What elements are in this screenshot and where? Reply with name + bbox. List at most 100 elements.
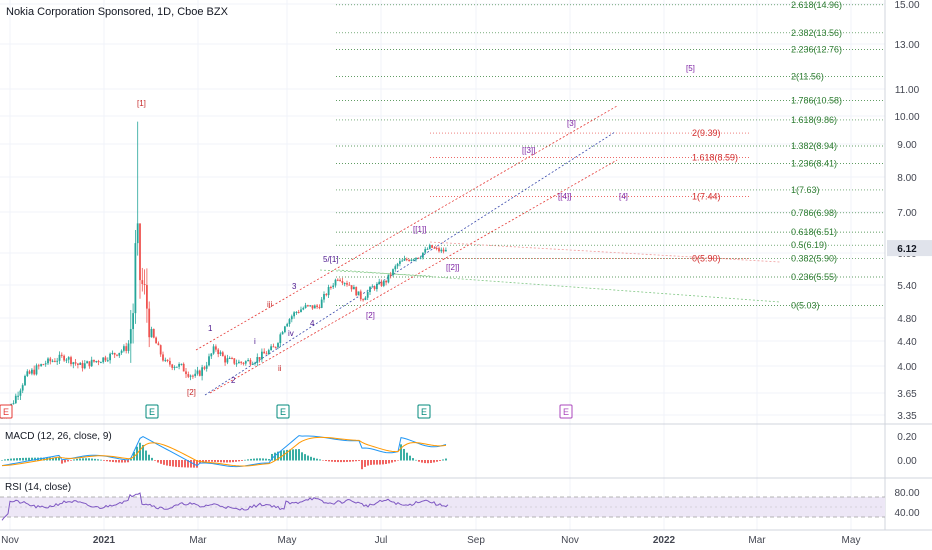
candle-body xyxy=(318,307,321,309)
candle-body xyxy=(221,352,224,357)
earnings-marker xyxy=(559,404,573,419)
candle-body xyxy=(169,360,171,365)
candle-body xyxy=(125,346,128,351)
candle-body xyxy=(240,361,243,363)
candle-body xyxy=(382,280,385,286)
earnings-marker-label: E xyxy=(3,407,9,417)
candle-body xyxy=(412,259,415,261)
fib-green-label: 1.786(10.58) xyxy=(791,95,842,105)
candle-body xyxy=(343,283,346,285)
candle-body xyxy=(120,350,123,353)
price-tick-label: 13.00 xyxy=(894,40,919,51)
candle-body xyxy=(51,360,54,362)
candle-body xyxy=(111,352,114,354)
macd-histogram-bar xyxy=(307,455,309,461)
candle-body xyxy=(178,364,180,367)
candle-body xyxy=(327,286,330,296)
macd-histogram-bar xyxy=(88,458,90,461)
candle-body xyxy=(19,390,22,396)
macd-histogram-bar xyxy=(361,460,363,470)
macd-histogram-bar xyxy=(292,449,294,461)
candle-body xyxy=(355,287,358,296)
candle-body xyxy=(109,353,111,361)
candle-body xyxy=(219,352,222,355)
time-tick-label: 2022 xyxy=(653,535,676,546)
macd-histogram-bar xyxy=(295,449,297,461)
candle-body xyxy=(72,362,75,365)
time-tick-label: Nov xyxy=(561,535,579,546)
candle-body xyxy=(60,354,63,356)
macd-histogram-bar xyxy=(247,459,249,461)
candle-body xyxy=(17,395,19,397)
candle-body xyxy=(431,244,433,248)
macd-histogram-bar xyxy=(373,460,375,465)
candle-body xyxy=(123,346,125,351)
candle-body xyxy=(244,361,247,364)
candle-body xyxy=(132,313,134,330)
macd-histogram-bar xyxy=(340,460,342,463)
channel-upper xyxy=(195,105,618,351)
macd-histogram-bar xyxy=(433,460,435,463)
macd-histogram-bar xyxy=(250,458,252,461)
macd-histogram-bar xyxy=(43,457,45,461)
macd-histogram-bar xyxy=(169,460,171,467)
candle-body xyxy=(293,312,295,317)
macd-histogram-bar xyxy=(94,458,96,461)
candle-body xyxy=(136,223,139,244)
wave-label: 2 xyxy=(231,376,236,385)
candle-body xyxy=(304,305,307,308)
macd-histogram-bar xyxy=(439,460,441,461)
macd-histogram-bar xyxy=(76,458,78,461)
candle-body xyxy=(270,346,272,351)
macd-histogram-bar xyxy=(124,460,126,463)
macd-histogram-bar xyxy=(64,460,66,463)
candle-body xyxy=(83,363,86,369)
macd-histogram-bar xyxy=(73,459,75,461)
candle-body xyxy=(217,349,220,355)
candle-body xyxy=(173,366,176,368)
candle-body xyxy=(267,350,270,354)
macd-histogram-bar xyxy=(97,459,99,461)
fib-red-label: 0(5.90) xyxy=(692,253,721,263)
candle-body xyxy=(180,363,183,365)
rsi-label: RSI (14, close) xyxy=(5,482,71,493)
last-price-label: 6.12 xyxy=(897,244,917,255)
fib-levels xyxy=(336,4,885,306)
price-tick-label: 10.00 xyxy=(894,112,919,123)
macd-histogram-bar xyxy=(325,460,327,462)
candle-body xyxy=(371,286,374,288)
candle-body xyxy=(164,359,167,361)
candle-body xyxy=(348,284,351,286)
candle-body xyxy=(129,329,132,344)
macd-histogram-bar xyxy=(145,450,147,461)
candle-body xyxy=(205,365,208,369)
candle-body xyxy=(445,249,447,252)
wave-label: 5/[1] xyxy=(323,255,339,264)
candle-body xyxy=(272,346,275,348)
candle-body xyxy=(212,346,215,354)
macd-histogram-bar xyxy=(358,460,360,461)
candle-body xyxy=(12,403,15,405)
macd-histogram-bar xyxy=(196,460,198,468)
macd-histogram-bar xyxy=(211,460,213,462)
candle-body xyxy=(380,281,383,286)
candle-body xyxy=(44,363,47,365)
candle-body xyxy=(336,279,339,281)
macd-histogram-bar xyxy=(244,459,246,461)
macd-histogram-bar xyxy=(382,460,384,465)
candle-body xyxy=(146,284,148,309)
wave-label: [[1]] xyxy=(413,225,426,234)
candle-body xyxy=(58,354,61,361)
macd-histogram-bar xyxy=(418,460,420,462)
candle-body xyxy=(369,286,371,293)
candle-body xyxy=(438,248,440,252)
fib-green-label: 0.786(6.98) xyxy=(791,208,837,218)
candle-body xyxy=(332,285,335,288)
candle-body xyxy=(88,361,91,367)
candle-body xyxy=(311,305,314,309)
macd-histogram-bar xyxy=(82,458,84,461)
price-tick-label: 4.40 xyxy=(897,337,917,348)
wave-label: [2] xyxy=(366,311,375,320)
macd-histogram-bar xyxy=(67,460,69,462)
